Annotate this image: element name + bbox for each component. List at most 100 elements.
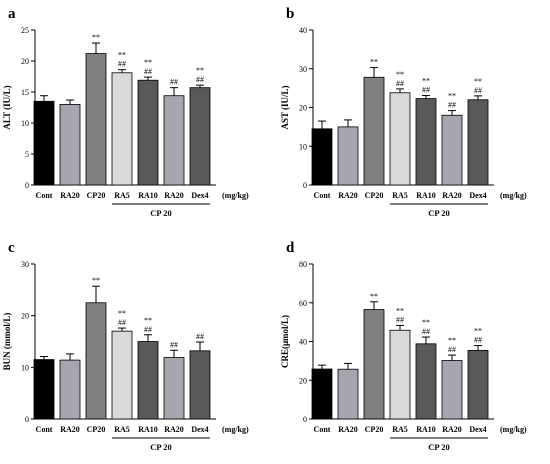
- y-tick-label: 10: [21, 363, 29, 372]
- y-tick-label: 20: [21, 57, 29, 66]
- category-label: RA10: [138, 191, 158, 200]
- bar: [59, 359, 81, 420]
- panel-letter: b: [286, 6, 294, 22]
- category-label: Dex4: [469, 425, 486, 434]
- annotation-hash: ##: [118, 318, 126, 327]
- bar: [137, 79, 159, 186]
- y-tick-label: 5: [25, 150, 29, 159]
- bar: [163, 357, 185, 420]
- bar: [85, 53, 107, 186]
- category-label: RA10: [416, 425, 436, 434]
- category-label: RA5: [392, 191, 408, 200]
- category-label: Cont: [314, 425, 331, 434]
- category-label: CP20: [365, 425, 384, 434]
- annotation-star: **: [422, 318, 430, 327]
- bar: [85, 302, 107, 420]
- bar: [441, 360, 463, 420]
- category-label: RA5: [114, 425, 130, 434]
- panel-letter: a: [8, 6, 16, 22]
- category-label: RA10: [416, 191, 436, 200]
- y-tick-label: 30: [21, 260, 29, 269]
- category-label: Dex4: [469, 191, 486, 200]
- annotation-hash: ##: [474, 86, 482, 95]
- bar: [363, 76, 385, 186]
- annotation-hash: ##: [448, 345, 456, 354]
- annotation-star: **: [92, 276, 100, 285]
- bar: [111, 330, 133, 420]
- y-tick-label: 20: [21, 312, 29, 321]
- bar: [311, 128, 333, 186]
- bar: [137, 341, 159, 420]
- y-axis-label: CRE(μmol/L): [280, 315, 290, 368]
- unit-label: (mg/kg): [500, 425, 527, 434]
- category-label: RA20: [338, 191, 358, 200]
- y-tick-label: 10: [21, 119, 29, 128]
- annotation-hash: ##: [396, 315, 404, 324]
- y-tick-label: 0: [303, 181, 307, 190]
- annotation-hash: ##: [448, 101, 456, 110]
- bar: [363, 309, 385, 420]
- annotation-star: **: [370, 58, 378, 67]
- category-label: RA20: [338, 425, 358, 434]
- category-label: RA5: [392, 425, 408, 434]
- group-label: CP 20: [428, 208, 450, 218]
- y-tick-label: 40: [299, 26, 307, 35]
- unit-label: (mg/kg): [500, 191, 527, 200]
- y-tick-label: 30: [299, 65, 307, 74]
- y-tick-label: 20: [299, 376, 307, 385]
- annotation-hash: ##: [422, 327, 430, 336]
- annotation-hash: ##: [170, 340, 178, 349]
- y-tick-label: 40: [299, 338, 307, 347]
- annotation-star: **: [118, 309, 126, 318]
- bar: [189, 87, 211, 186]
- y-tick-label: 80: [299, 260, 307, 269]
- annotation-star: **: [448, 92, 456, 101]
- y-axis-label: BUN (mmol/L): [2, 313, 12, 371]
- category-label: RA20: [164, 191, 184, 200]
- y-tick-label: 10: [299, 142, 307, 151]
- group-label: CP 20: [150, 208, 172, 218]
- bar: [415, 98, 437, 186]
- bar: [111, 72, 133, 186]
- annotation-hash: ##: [170, 78, 178, 87]
- category-label: RA20: [60, 425, 80, 434]
- y-tick-label: 20: [299, 104, 307, 113]
- annotation-star: **: [396, 306, 404, 315]
- annotation-hash: ##: [474, 336, 482, 345]
- category-label: RA5: [114, 191, 130, 200]
- annotation-star: **: [118, 51, 126, 60]
- annotation-star: **: [370, 292, 378, 301]
- panel-letter: c: [8, 240, 15, 256]
- y-tick-label: 0: [303, 415, 307, 424]
- bar: [33, 359, 55, 420]
- category-label: CP20: [87, 191, 106, 200]
- category-label: RA20: [442, 191, 462, 200]
- annotation-star: **: [474, 77, 482, 86]
- y-axis-label: ALT (IU/L): [2, 85, 12, 129]
- unit-label: (mg/kg): [222, 425, 249, 434]
- bar: [337, 126, 359, 186]
- category-label: RA10: [138, 425, 158, 434]
- annotation-hash: ##: [144, 67, 152, 76]
- bar: [33, 100, 55, 186]
- y-tick-label: 0: [25, 181, 29, 190]
- y-tick-label: 60: [299, 299, 307, 308]
- bar: [59, 104, 81, 186]
- panel-letter: d: [286, 240, 295, 256]
- group-label: CP 20: [428, 442, 450, 452]
- bar: [441, 114, 463, 186]
- annotation-star: **: [448, 336, 456, 345]
- annotation-star: **: [474, 327, 482, 336]
- annotation-star: **: [144, 316, 152, 325]
- category-label: CP20: [87, 425, 106, 434]
- bar: [389, 329, 411, 420]
- bar: [467, 350, 489, 420]
- annotation-hash: ##: [422, 85, 430, 94]
- annotation-star: **: [92, 33, 100, 42]
- annotation-hash: ##: [118, 60, 126, 69]
- category-label: Dex4: [191, 425, 208, 434]
- annotation-hash: ##: [144, 325, 152, 334]
